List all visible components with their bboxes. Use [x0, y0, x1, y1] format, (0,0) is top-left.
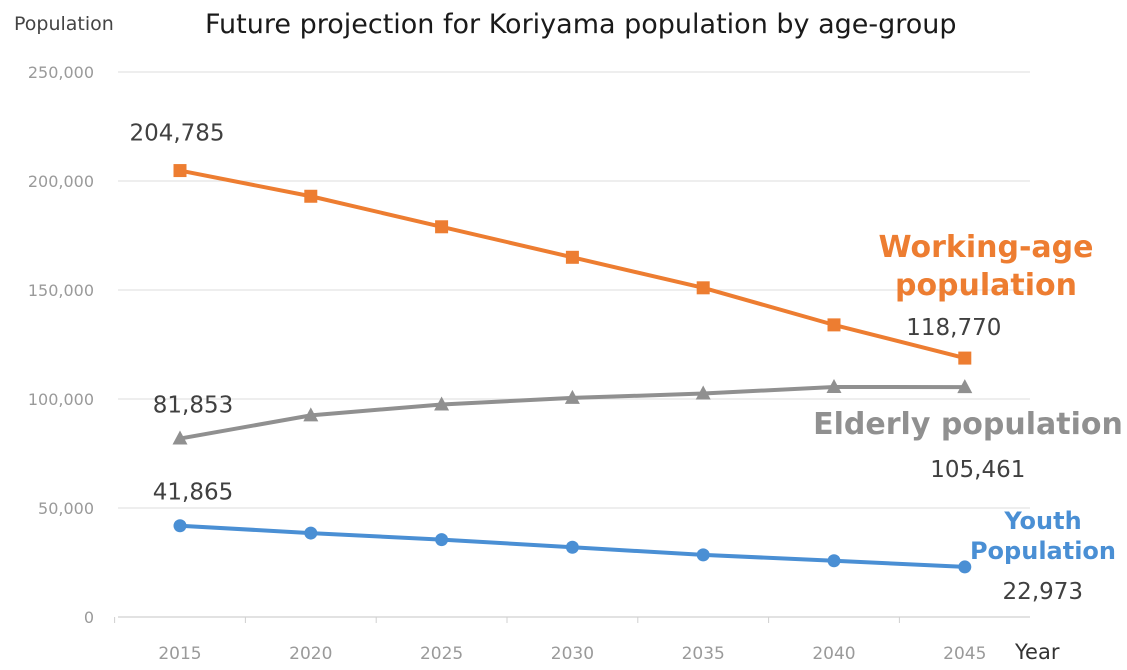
x-tick-label: 2020 — [289, 644, 332, 664]
y-tick-label: 50,000 — [38, 499, 94, 518]
data-label: 118,770 — [906, 315, 1001, 341]
data-label: 81,853 — [153, 393, 233, 419]
data-point — [173, 164, 187, 178]
y-tick-label: 250,000 — [28, 63, 94, 82]
x-tick-label: 2025 — [420, 644, 463, 664]
x-axis-label: Year — [1014, 640, 1060, 664]
data-point — [303, 407, 319, 422]
data-point — [827, 554, 841, 568]
data-point — [957, 379, 973, 394]
series-line — [179, 168, 966, 361]
x-tick-label: 2035 — [682, 644, 725, 664]
series-lines — [172, 164, 973, 574]
data-point — [827, 318, 841, 332]
data-point — [434, 396, 450, 411]
series-group — [173, 519, 972, 574]
series-name-label: Working-age — [878, 230, 1093, 265]
data-label: 41,865 — [153, 480, 233, 506]
data-point — [173, 519, 187, 533]
chart-title: Future projection for Koriyama populatio… — [205, 9, 957, 40]
data-point — [304, 189, 318, 203]
x-axis-ticks: 2015 2020 2025 2030 2035 2040 2045 — [114, 617, 986, 664]
data-label: 22,973 — [1003, 579, 1083, 605]
series-name-label: Youth — [1003, 507, 1081, 535]
data-point — [696, 548, 710, 562]
x-tick-label: 2015 — [158, 644, 201, 664]
data-point — [958, 560, 972, 574]
x-tick-label: 2045 — [943, 644, 986, 664]
data-point — [696, 281, 710, 295]
y-axis-ticks: 0 50,000 100,000 150,000 200,000 250,000 — [28, 63, 94, 627]
y-tick-label: 100,000 — [28, 390, 94, 409]
data-label: 105,461 — [930, 457, 1025, 483]
y-tick-label: 0 — [84, 608, 94, 627]
data-point — [565, 540, 579, 554]
y-tick-label: 200,000 — [28, 172, 94, 191]
data-point — [958, 351, 972, 365]
series-name-label: Population — [970, 537, 1116, 565]
data-point — [826, 379, 842, 394]
y-tick-label: 150,000 — [28, 281, 94, 300]
gridlines — [118, 71, 1030, 618]
x-tick-label: 2040 — [812, 644, 855, 664]
series-name-label: population — [895, 268, 1077, 303]
data-point — [435, 533, 449, 547]
y-axis-label: Population — [14, 13, 114, 35]
series-name-label: Elderly population — [813, 407, 1123, 442]
data-point — [565, 250, 579, 264]
data-point — [695, 385, 711, 400]
series-group — [172, 379, 973, 445]
data-point — [304, 526, 318, 540]
data-point — [564, 389, 580, 404]
x-tick-label: 2030 — [551, 644, 594, 664]
data-labels: 204,785 118,770 81,853 105,461 41,865 22,973 — [129, 121, 1083, 605]
data-point — [435, 220, 449, 234]
data-label: 204,785 — [129, 121, 224, 147]
data-point — [172, 430, 188, 445]
series-group — [173, 164, 972, 365]
